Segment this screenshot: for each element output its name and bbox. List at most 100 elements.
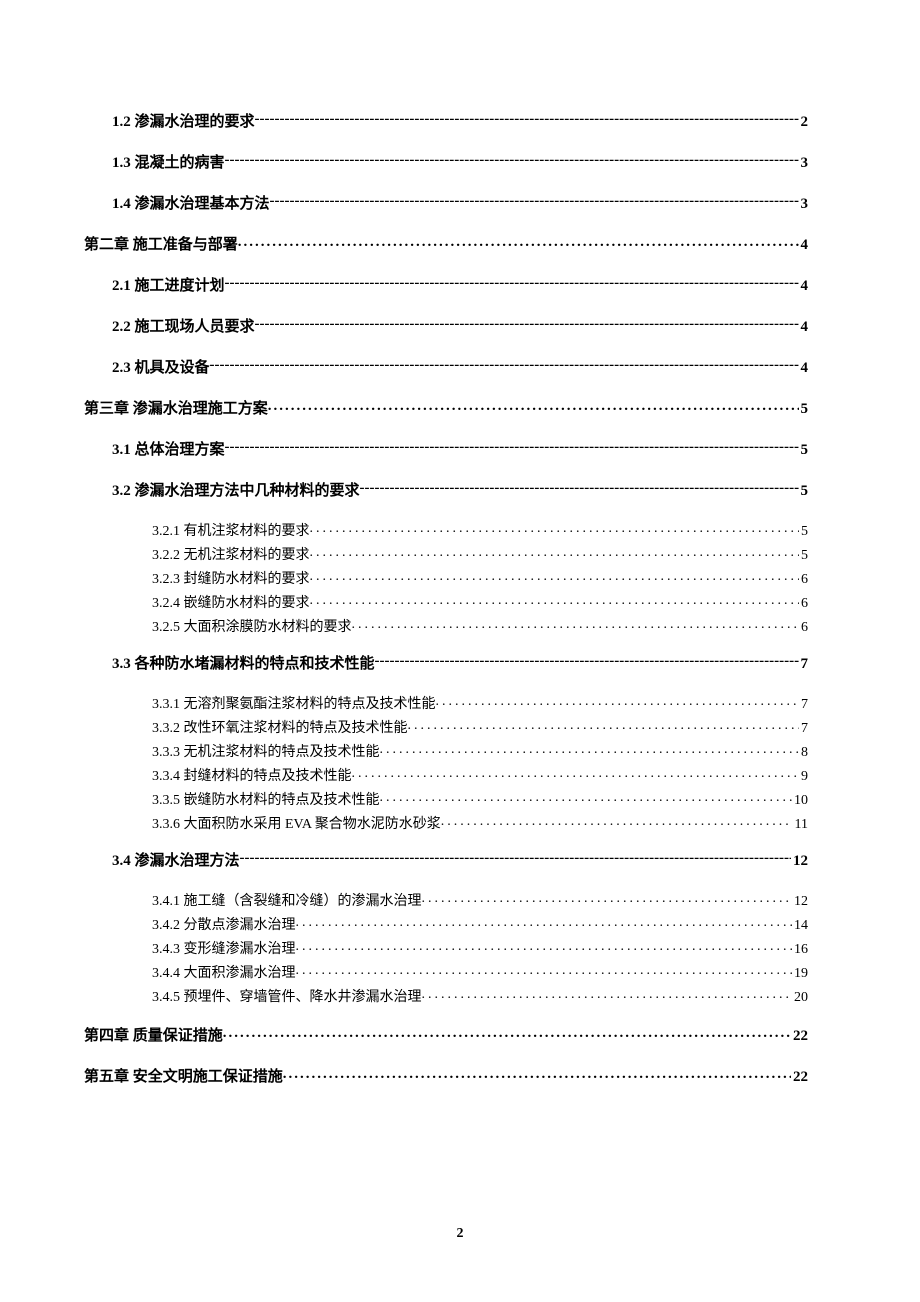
toc-page-number: 4 <box>799 360 809 377</box>
toc-page-number: 4 <box>799 319 809 336</box>
toc-page-number: 7 <box>799 697 808 713</box>
toc-entry-label: 第五章 安全文明施工保证措施 <box>84 1065 283 1086</box>
toc-section: 2.3 机具及设备 4 <box>112 356 808 377</box>
toc-subsection: 3.3.3 无机注浆材料的特点及技术性能8 <box>152 741 808 761</box>
toc-subsection: 3.4.1 施工缝（含裂缝和冷缝）的渗漏水治理 12 <box>152 890 808 910</box>
toc-entry-label: 3.4.2 分散点渗漏水治理 <box>152 914 296 934</box>
toc-entry-label: 3.3.3 无机注浆材料的特点及技术性能 <box>152 741 380 761</box>
toc-page-number: 22 <box>791 1069 808 1086</box>
toc-page-number: 11 <box>793 817 808 833</box>
toc-subsection-group: 3.4.1 施工缝（含裂缝和冷缝）的渗漏水治理 12 3.4.2 分散点渗漏水治理 1… <box>112 890 808 1006</box>
toc-leader <box>441 814 789 828</box>
toc-leader <box>225 439 799 454</box>
toc-leader <box>380 742 800 756</box>
toc-leader <box>255 111 799 126</box>
toc-entry-label: 1.3 混凝土的病害 <box>112 151 225 172</box>
toc-page-number: 4 <box>799 237 809 254</box>
toc-entry-label: 3.4 渗漏水治理方法 <box>112 849 240 870</box>
toc-leader <box>210 357 799 372</box>
toc-page-number: 16 <box>792 942 808 958</box>
toc-subsection: 3.3.1 无溶剂聚氨酯注浆材料的特点及技术性能7 <box>152 693 808 713</box>
toc-page-number: 5 <box>799 442 809 459</box>
toc-leader <box>240 850 791 865</box>
toc-entry-label: 3.4.1 施工缝（含裂缝和冷缝）的渗漏水治理 <box>152 890 422 910</box>
toc-entry-label: 3.1 总体治理方案 <box>112 438 225 459</box>
toc-subsection: 3.4.4 大面积渗漏水治理 19 <box>152 962 808 982</box>
toc-page-number: 3 <box>799 155 809 172</box>
toc-leader <box>225 275 799 290</box>
toc-page-number: 5 <box>799 548 808 564</box>
toc-leader <box>296 939 793 953</box>
toc-chapter: 第三章 渗漏水治理施工方案5 <box>84 397 808 418</box>
toc-chapter: 第四章 质量保证措施 22 <box>84 1024 808 1045</box>
toc-entry-label: 3.2 渗漏水治理方法中几种材料的要求 <box>112 479 360 500</box>
toc-leader <box>422 987 793 1001</box>
toc-entry-label: 3.2.4 嵌缝防水材料的要求 <box>152 592 310 612</box>
toc-entry-label: 3.3.4 封缝材料的特点及技术性能 <box>152 765 352 785</box>
toc-leader <box>408 718 800 732</box>
toc-subsection: 3.3.4 封缝材料的特点及技术性能 9 <box>152 765 808 785</box>
toc-page-number: 6 <box>799 596 808 612</box>
toc-subsection: 3.4.5 预埋件、穿墙管件、降水井渗漏水治理 20 <box>152 986 808 1006</box>
toc-entry-label: 2.3 机具及设备 <box>112 356 210 377</box>
toc-leader <box>283 1066 791 1081</box>
toc-page-number: 12 <box>791 853 808 870</box>
toc-subsection: 3.2.3 封缝防水材料的要求6 <box>152 568 808 588</box>
toc-page-number: 7 <box>799 721 808 737</box>
toc-subsection: 3.3.5 嵌缝防水材料的特点及技术性能10 <box>152 789 808 809</box>
toc-entry-label: 3.2.2 无机注浆材料的要求 <box>152 544 310 564</box>
toc-subsection: 3.2.2 无机注浆材料的要求 5 <box>152 544 808 564</box>
toc-leader <box>268 398 799 413</box>
toc-leader <box>296 963 793 977</box>
table-of-contents: 1.2 渗漏水治理的要求21.3 混凝土的病害31.4 渗漏水治理基本方法3第二… <box>112 110 808 1086</box>
toc-page-number: 9 <box>799 769 808 785</box>
toc-leader <box>225 152 799 167</box>
toc-entry-label: 第二章 施工准备与部署 <box>84 233 238 254</box>
toc-entry-label: 第四章 质量保证措施 <box>84 1024 223 1045</box>
toc-page-number: 14 <box>792 918 808 934</box>
toc-page-number: 20 <box>792 990 808 1006</box>
toc-chapter: 第五章 安全文明施工保证措施 22 <box>84 1065 808 1086</box>
toc-page-number: 22 <box>791 1028 808 1045</box>
toc-entry-label: 第三章 渗漏水治理施工方案 <box>84 397 268 418</box>
toc-subsection: 3.4.2 分散点渗漏水治理 14 <box>152 914 808 934</box>
toc-entry-label: 3.3.6 大面积防水采用 EVA 聚合物水泥防水砂浆 <box>152 813 441 833</box>
toc-entry-label: 2.1 施工进度计划 <box>112 274 225 295</box>
toc-entry-label: 3.4.5 预埋件、穿墙管件、降水井渗漏水治理 <box>152 986 422 1006</box>
toc-leader <box>296 915 793 929</box>
toc-leader <box>310 521 800 535</box>
toc-leader <box>352 617 800 631</box>
toc-leader <box>255 316 799 331</box>
toc-page-number: 12 <box>792 894 808 910</box>
toc-section: 1.2 渗漏水治理的要求 2 <box>112 110 808 131</box>
toc-page-number: 3 <box>799 196 809 213</box>
toc-entry-label: 1.4 渗漏水治理基本方法 <box>112 192 270 213</box>
toc-entry-label: 1.2 渗漏水治理的要求 <box>112 110 255 131</box>
toc-leader <box>223 1025 791 1040</box>
toc-subsection: 3.4.3 变形缝渗漏水治理16 <box>152 938 808 958</box>
toc-subsection-group: 3.2.1 有机注浆材料的要求5 3.2.2 无机注浆材料的要求 5 3.2.3 封缝… <box>112 520 808 636</box>
toc-entry-label: 3.4.4 大面积渗漏水治理 <box>152 962 296 982</box>
toc-page-number: 19 <box>792 966 808 982</box>
toc-page-number: 4 <box>799 278 809 295</box>
toc-entry-label: 3.2.5 大面积涂膜防水材料的要求 <box>152 616 352 636</box>
toc-entry-label: 3.3.5 嵌缝防水材料的特点及技术性能 <box>152 789 380 809</box>
toc-leader <box>270 193 799 208</box>
toc-subsection: 3.2.5 大面积涂膜防水材料的要求6 <box>152 616 808 636</box>
toc-subsection: 3.3.6 大面积防水采用 EVA 聚合物水泥防水砂浆 11 <box>152 813 808 833</box>
toc-entry-label: 3.3.2 改性环氧注浆材料的特点及技术性能 <box>152 717 408 737</box>
toc-entry-label: 3.2.3 封缝防水材料的要求 <box>152 568 310 588</box>
toc-section: 1.4 渗漏水治理基本方法 3 <box>112 192 808 213</box>
page-number: 2 <box>0 1226 920 1242</box>
toc-leader <box>352 766 800 780</box>
toc-subsection: 3.2.1 有机注浆材料的要求5 <box>152 520 808 540</box>
toc-leader <box>310 569 800 583</box>
toc-section: 3.3 各种防水堵漏材料的特点和技术性能7 <box>112 652 808 673</box>
toc-section: 2.2 施工现场人员要求4 <box>112 315 808 336</box>
toc-section: 1.3 混凝土的病害 3 <box>112 151 808 172</box>
toc-page-number: 2 <box>799 114 809 131</box>
toc-leader <box>238 234 799 249</box>
toc-entry-label: 3.2.1 有机注浆材料的要求 <box>152 520 310 540</box>
toc-leader <box>310 593 800 607</box>
toc-leader <box>422 891 793 905</box>
